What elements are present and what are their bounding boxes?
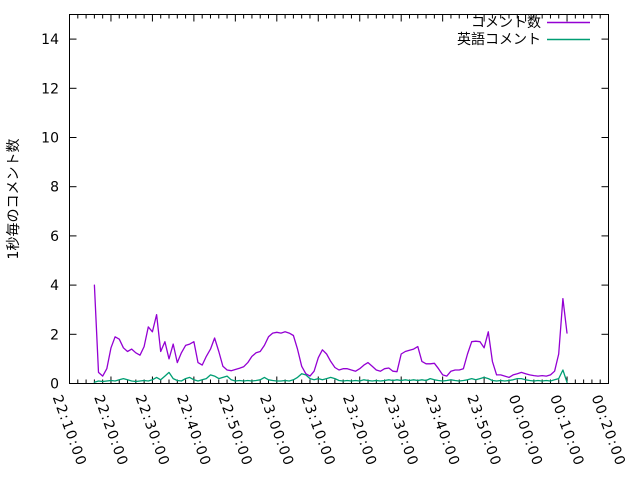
y-tick-label: 14 [41,32,59,48]
y-tick-labels: 0 2 4 6 8 10 12 14 [41,32,59,392]
x-tick-label: 22:20:00 [90,393,131,469]
x-tick-label: 23:20:00 [339,393,380,469]
x-tick-label: 23:10:00 [298,393,339,469]
data-series [93,284,568,383]
y-tick-label: 12 [41,81,59,97]
y-tick-label: 4 [50,278,59,294]
axis-ticks [69,14,609,384]
legend: コメント数 英語コメント [457,15,590,48]
x-tick-labels: 22:10:00 22:20:00 22:30:00 22:40:00 22:50:00… [49,393,629,469]
legend-entry-english-comments: 英語コメント [457,31,590,48]
x-tick-label: 23:00:00 [256,393,297,469]
legend-label-comments: コメント数 [471,15,541,31]
y-tick-label: 8 [50,180,59,196]
x-tick-label: 22:10:00 [49,393,90,469]
x-tick-label: 22:40:00 [173,393,214,469]
series-line-0 [93,284,568,379]
y-tick-label: 10 [41,131,59,147]
legend-label-english-comments: 英語コメント [457,31,541,48]
x-tick-label: 00:10:00 [546,393,587,469]
x-tick-label: 23:50:00 [463,393,504,469]
legend-entry-comments: コメント数 [471,15,590,31]
y-tick-label: 2 [50,327,59,343]
x-tick-label: 23:40:00 [422,393,463,469]
y-axis-title: 1秒毎のコメント数 [6,139,22,260]
x-tick-label: 23:30:00 [380,393,421,469]
y-tick-label: 6 [50,229,59,245]
x-tick-label: 22:30:00 [132,393,173,469]
x-tick-label: 00:00:00 [505,393,546,469]
x-tick-label: 22:50:00 [215,393,256,469]
x-tick-label: 00:20:00 [588,393,629,469]
y-tick-label: 0 [50,377,59,393]
series-line-1 [93,369,568,383]
plot-frame [69,14,609,384]
